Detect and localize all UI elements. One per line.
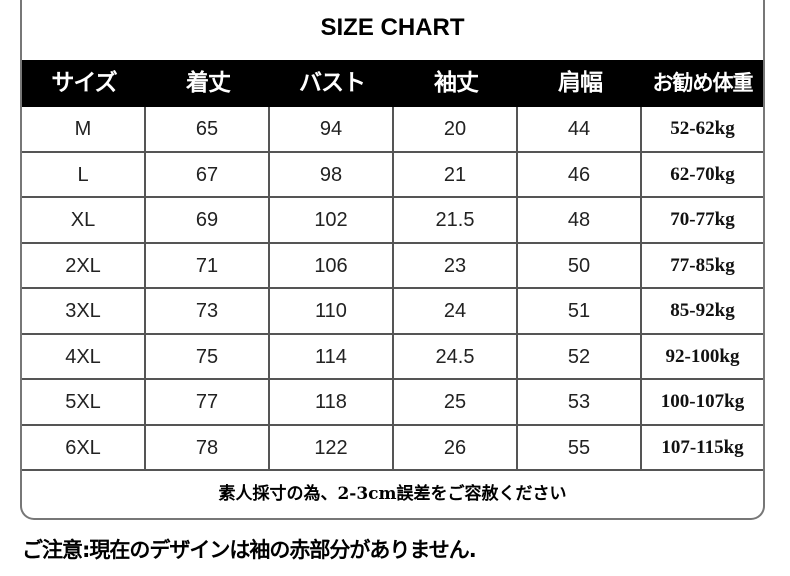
cell-bust: 110 — [270, 289, 394, 333]
cell-weight: 70-77kg — [670, 209, 735, 230]
cell-weight: 62-70kg — [670, 163, 735, 185]
header-sleeve: 袖丈 — [434, 70, 479, 96]
cell-length: 71 — [146, 243, 270, 287]
size-chart-table: SIZE CHART サイズ 着丈 バスト 袖丈 肩幅 お勧め体重 M 65 94 2… — [20, 0, 765, 520]
cell-sleeve: 21 — [394, 152, 518, 196]
cell-length: 77 — [146, 380, 270, 424]
cell-length: 69 — [146, 198, 270, 242]
cell-size: L — [22, 152, 146, 196]
cell-weight: 100-107kg — [660, 391, 745, 412]
cell-length: 75 — [146, 334, 270, 378]
cell-length: 73 — [146, 289, 270, 333]
cell-shoulder: 55 — [518, 425, 642, 469]
table-row: 4XL 75 114 24.5 52 92-100kg — [22, 334, 763, 380]
cell-bust: 94 — [270, 107, 394, 151]
measurement-disclaimer: 素人採寸の為、2-3cm誤差をご容赦ください — [218, 484, 567, 504]
cell-weight: 77-85kg — [670, 254, 735, 276]
cell-sleeve: 24.5 — [394, 334, 518, 378]
header-bust: バスト — [299, 70, 366, 96]
cell-size: 5XL — [22, 380, 146, 424]
cell-length: 67 — [146, 152, 270, 196]
cell-shoulder: 52 — [518, 334, 642, 378]
cell-weight: 52-62kg — [670, 118, 735, 139]
cell-shoulder: 53 — [518, 380, 642, 424]
cell-shoulder: 46 — [518, 152, 642, 196]
design-note: ご注意:現在のデザインは袖の赤部分がありません. — [22, 538, 477, 562]
cell-size: 3XL — [22, 289, 146, 333]
header-row: サイズ 着丈 バスト 袖丈 肩幅 お勧め体重 — [22, 60, 763, 107]
cell-sleeve: 24 — [394, 289, 518, 333]
cell-bust: 114 — [270, 334, 394, 378]
table-row: 5XL 77 118 25 53 100-107kg — [22, 380, 763, 426]
cell-shoulder: 50 — [518, 243, 642, 287]
table-row: 2XL 71 106 23 50 77-85kg — [22, 243, 763, 289]
cell-sleeve: 25 — [394, 380, 518, 424]
cell-length: 65 — [146, 107, 270, 151]
cell-length: 78 — [146, 425, 270, 469]
cell-weight: 85-92kg — [670, 300, 735, 321]
table-row: 3XL 73 110 24 51 85-92kg — [22, 289, 763, 335]
cell-bust: 118 — [270, 380, 394, 424]
table-row: XL 69 102 21.5 48 70-77kg — [22, 198, 763, 244]
cell-bust: 106 — [270, 243, 394, 287]
cell-bust: 122 — [270, 425, 394, 469]
cell-sleeve: 21.5 — [394, 198, 518, 242]
header-weight: お勧め体重 — [652, 71, 754, 95]
cell-sleeve: 23 — [394, 243, 518, 287]
cell-bust: 98 — [270, 152, 394, 196]
cell-shoulder: 48 — [518, 198, 642, 242]
cell-shoulder: 51 — [518, 289, 642, 333]
table-row: 6XL 78 122 26 55 107-115kg — [22, 425, 763, 471]
header-length: 着丈 — [186, 70, 231, 96]
table-body: M 65 94 20 44 52-62kg L 67 98 21 46 62-70kg XL 69 102 2… — [22, 107, 763, 471]
cell-size: XL — [22, 198, 146, 242]
cell-size: 6XL — [22, 425, 146, 469]
chart-title: SIZE CHART — [320, 14, 465, 41]
cell-bust: 102 — [270, 198, 394, 242]
cell-weight: 107-115kg — [661, 436, 744, 458]
cell-sleeve: 26 — [394, 425, 518, 469]
header-size: サイズ — [51, 70, 117, 96]
cell-size: 4XL — [22, 334, 146, 378]
header-shoulder: 肩幅 — [558, 70, 603, 96]
table-row: L 67 98 21 46 62-70kg — [22, 152, 763, 198]
cell-size: 2XL — [22, 243, 146, 287]
table-row: M 65 94 20 44 52-62kg — [22, 107, 763, 153]
cell-shoulder: 44 — [518, 107, 642, 151]
cell-sleeve: 20 — [394, 107, 518, 151]
cell-weight: 92-100kg — [665, 345, 740, 367]
cell-size: M — [22, 107, 146, 151]
